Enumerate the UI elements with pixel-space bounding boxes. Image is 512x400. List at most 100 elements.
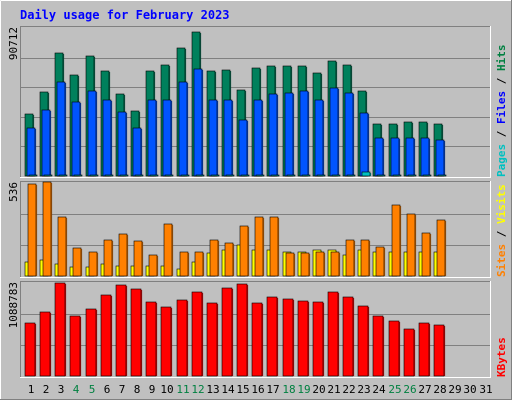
files-bar-day-3 bbox=[56, 81, 66, 177]
files-bar-day-18 bbox=[284, 92, 294, 177]
series-label-files: Files bbox=[495, 91, 508, 124]
panel-visits-sites: 536 Sites / Visits bbox=[7, 181, 508, 278]
panels: 90712 Pages / Files / Hits 536 Sites / Visi… bbox=[7, 26, 508, 378]
files-bar-day-19 bbox=[299, 90, 309, 177]
pages-bar-day-7 bbox=[119, 174, 129, 177]
files-bar-day-15 bbox=[238, 119, 248, 177]
kbytes-bar-day-25 bbox=[388, 320, 400, 377]
kbytes-bar-day-18 bbox=[282, 298, 294, 377]
x-tick-label-day-14: 14 bbox=[221, 383, 235, 396]
x-tick-label-day-2: 2 bbox=[43, 383, 50, 396]
sites-bar-day-22 bbox=[345, 239, 355, 277]
series-files bbox=[26, 68, 446, 177]
sites-bar-day-27 bbox=[421, 232, 431, 277]
x-tick-label-day-5: 5 bbox=[89, 383, 96, 396]
x-tick-label-day-24: 24 bbox=[372, 383, 386, 396]
x-tick-label-day-8: 8 bbox=[134, 383, 141, 396]
kbytes-bar-day-28 bbox=[433, 324, 445, 377]
sites-bar-day-23 bbox=[360, 239, 370, 277]
x-tick-label-day-3: 3 bbox=[58, 383, 65, 396]
pages-bar-day-23 bbox=[361, 171, 371, 177]
files-bar-day-21 bbox=[329, 87, 339, 177]
files-bar-day-27 bbox=[420, 137, 430, 177]
files-bar-day-8 bbox=[132, 127, 142, 177]
pages-bar-day-22 bbox=[346, 174, 356, 177]
x-tick-label-day-25: 25 bbox=[388, 383, 401, 396]
x-tick-label-day-30: 30 bbox=[463, 383, 476, 396]
panel-pages-files-hits: 90712 Pages / Files / Hits bbox=[7, 26, 508, 178]
series-label-pages: Pages bbox=[495, 144, 508, 177]
kbytes-bar-day-21 bbox=[327, 291, 339, 377]
x-tick-label-day-26: 26 bbox=[403, 383, 416, 396]
sites-bar-day-2 bbox=[42, 181, 52, 277]
pages-bar-day-27 bbox=[422, 174, 432, 177]
x-tick-label-day-12: 12 bbox=[191, 383, 204, 396]
x-tick-label-day-19: 19 bbox=[297, 383, 310, 396]
sites-bar-day-8 bbox=[133, 240, 143, 277]
series-label-kbytes: KBytes bbox=[495, 337, 508, 377]
pages-bar-day-6 bbox=[104, 174, 114, 177]
kbytes-bar-day-26 bbox=[403, 328, 415, 377]
x-tick-label-day-11: 11 bbox=[176, 383, 189, 396]
sites-bar-day-18 bbox=[285, 252, 295, 277]
x-tick-label-day-20: 20 bbox=[312, 383, 325, 396]
sites-bar-day-20 bbox=[315, 251, 325, 277]
kbytes-bar-day-14 bbox=[221, 287, 233, 377]
pages-bar-day-9 bbox=[149, 174, 159, 177]
x-tick-label-day-1: 1 bbox=[28, 383, 35, 396]
files-bar-day-7 bbox=[117, 111, 127, 177]
files-bar-day-6 bbox=[102, 99, 112, 177]
files-bar-day-4 bbox=[71, 101, 81, 177]
series-label-visits: Visits bbox=[495, 184, 508, 224]
files-bar-day-16 bbox=[253, 99, 263, 177]
files-bar-day-28 bbox=[435, 139, 445, 177]
series-sites bbox=[27, 181, 447, 277]
files-bar-day-25 bbox=[390, 137, 400, 177]
x-tick-label-day-6: 6 bbox=[104, 383, 111, 396]
sites-bar-day-3 bbox=[57, 216, 67, 277]
sites-bar-day-24 bbox=[375, 246, 385, 277]
files-bar-day-26 bbox=[405, 137, 415, 177]
sites-bar-day-26 bbox=[406, 213, 416, 277]
sites-bar-day-10 bbox=[163, 223, 173, 277]
kbytes-bar-day-5 bbox=[85, 308, 97, 377]
pages-bar-day-10 bbox=[164, 174, 174, 177]
x-axis-labels: 1 2 3 4 5 6 7 8 9 10 11 12 13 14 15 16 17 18 19 20 21 22 23 24 2… bbox=[28, 383, 493, 396]
pages-bar-day-21 bbox=[331, 174, 341, 177]
files-bar-day-22 bbox=[344, 92, 354, 177]
pages-bar-day-26 bbox=[407, 174, 417, 177]
pages-bar-day-12 bbox=[195, 174, 205, 177]
series-labels: Pages / Files / Hits bbox=[495, 45, 508, 178]
files-bar-day-2 bbox=[41, 109, 51, 177]
kbytes-bar-day-4 bbox=[69, 315, 81, 377]
series-kbytes bbox=[24, 282, 446, 377]
kbytes-bar-day-9 bbox=[145, 301, 157, 377]
kbytes-bar-day-3 bbox=[54, 282, 66, 377]
label-separator: / bbox=[495, 71, 508, 91]
x-tick-label-day-15: 15 bbox=[236, 383, 249, 396]
pages-bar-day-4 bbox=[73, 174, 83, 177]
x-tick-label-day-13: 13 bbox=[206, 383, 219, 396]
sites-bar-day-17 bbox=[269, 216, 279, 277]
kbytes-bar-day-7 bbox=[115, 284, 127, 377]
series-label-sites: Sites bbox=[495, 244, 508, 277]
kbytes-bar-day-24 bbox=[372, 315, 384, 377]
kbytes-bar-day-2 bbox=[39, 311, 51, 377]
x-tick-label-day-23: 23 bbox=[357, 383, 370, 396]
sites-bar-day-28 bbox=[436, 219, 446, 277]
kbytes-bar-day-8 bbox=[130, 288, 142, 377]
pages-bar-day-16 bbox=[255, 174, 265, 177]
x-tick-label-day-27: 27 bbox=[418, 383, 431, 396]
files-bar-day-12 bbox=[193, 68, 203, 177]
kbytes-bar-day-12 bbox=[191, 291, 203, 377]
x-tick-label-day-7: 7 bbox=[119, 383, 126, 396]
files-bar-day-10 bbox=[162, 99, 172, 177]
series-label-hits: Hits bbox=[495, 45, 508, 72]
sites-bar-day-15 bbox=[239, 225, 249, 277]
pages-bar-day-2 bbox=[43, 174, 53, 177]
kbytes-bar-day-15 bbox=[236, 283, 248, 377]
sites-bar-day-12 bbox=[194, 251, 204, 277]
sites-bar-day-7 bbox=[118, 233, 128, 277]
kbytes-bar-day-16 bbox=[251, 302, 263, 377]
kbytes-bar-day-11 bbox=[176, 299, 188, 377]
